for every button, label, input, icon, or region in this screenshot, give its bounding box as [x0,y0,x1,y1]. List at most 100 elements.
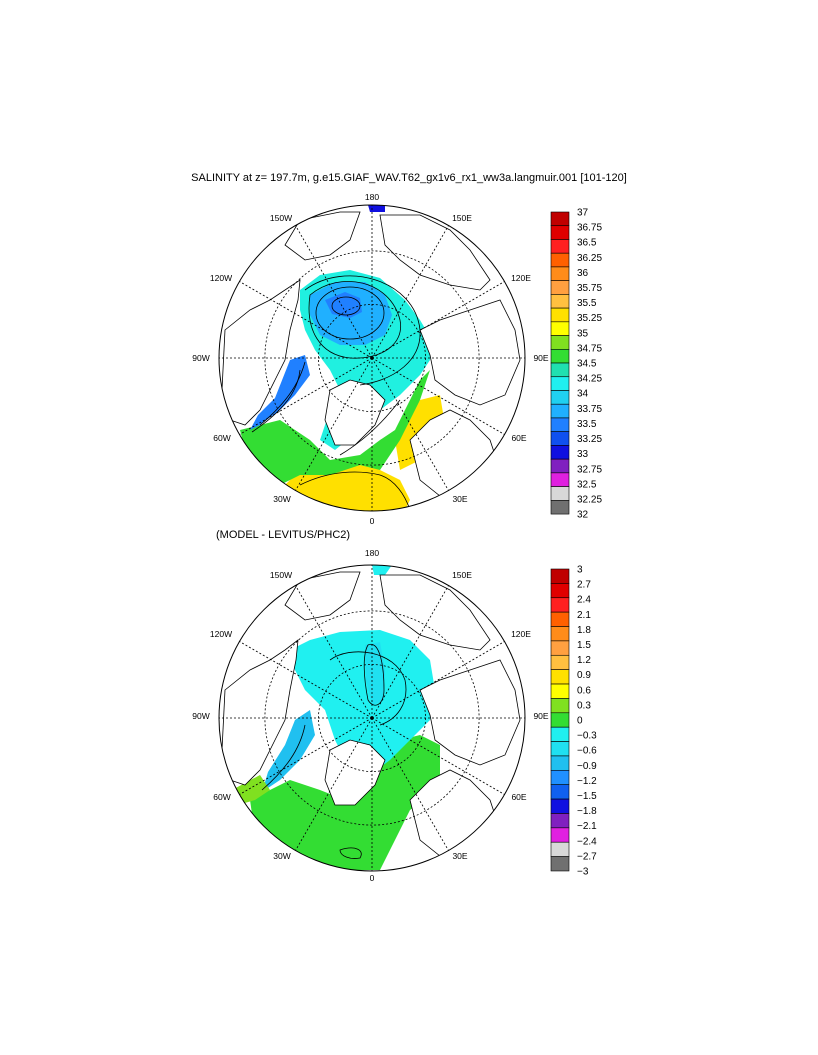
colorbar-top-swatch [550,307,570,323]
colorbar-bottom-tick-label: 1.5 [577,640,591,651]
lon-label-90e-bottom: 90E [533,711,548,721]
colorbar-bottom-swatch [550,770,570,786]
colorbar-top-swatch [550,294,570,309]
colorbar-bottom-tick-label: 0.6 [577,685,591,696]
colorbar-top-tick-label: 34 [577,389,589,400]
lon-label-120e: 120E [511,273,531,283]
colorbar-top-tick-label: 32.25 [577,494,602,505]
meridian-line [371,717,505,795]
lon-label-60e: 60E [511,433,526,443]
meridian-line [371,717,449,851]
colorbar-top-tick-label: 33.5 [577,419,597,430]
lon-label-120e-bottom: 120E [511,629,531,639]
meridian-line [295,585,373,719]
colorbar-top-swatch [550,403,570,419]
colorbar-bottom-tick-label: 1.8 [577,625,591,636]
lon-label-0: 0 [370,516,375,526]
colorbar-bottom-swatch [550,813,570,829]
colorbar-top-tick-label: 33.25 [577,434,602,445]
meridian-line [295,717,373,851]
colorbar-bottom-swatch [550,741,570,757]
colorbar-top-tick-label: 35.75 [577,283,602,294]
colorbar-top-swatch [550,486,570,501]
meridian-line [371,357,505,435]
colorbar-bottom-swatch [550,698,570,714]
colorbar-bottom-swatch [550,755,570,771]
colorbar-bottom-tick-label: −1.8 [577,806,597,817]
colorbar-bottom-swatch [550,611,570,627]
meridian-line [295,225,373,359]
colorbar-bottom-swatch [550,683,570,699]
difference-contours [261,643,407,859]
colorbar-bottom-tick-label: 3 [577,565,583,576]
graticule [219,205,525,511]
salinity-contours [251,275,421,511]
figure-title: SALINITY at z= 197.7m, g.e15.GIAF_WAV.T6… [191,172,627,184]
lon-label-90w-bottom: 90W [192,711,209,721]
colorbar-bottom-tick-label: 0.9 [577,670,591,681]
meridian-line [239,281,373,359]
latitude-circle [318,304,426,412]
colorbar-top-swatch [550,252,570,268]
colorbar-top-tick-label: 32 [577,510,589,521]
colorbar-top-swatch [550,417,570,432]
colorbar-top-swatch [550,335,570,350]
colorbar-bottom-tick-label: −3 [577,866,589,877]
colorbar-top-tick-label: 37 [577,208,589,219]
colorbar-bottom-swatch [550,597,570,613]
colorbar-bottom-swatch [550,568,570,584]
colorbar-top-tick-label: 32.5 [577,479,597,490]
colorbar-bottom-tick-label: 2.7 [577,580,591,591]
lon-label-30w: 30W [273,494,290,504]
lon-label-120w: 120W [210,273,232,283]
colorbar-top-tick-label: 35.5 [577,298,597,309]
latitude-circle [264,610,480,826]
colorbar-bottom-tick-label: −2.1 [577,821,597,832]
colorbar-top-swatch [550,266,570,281]
colorbar-top-swatch [550,431,570,446]
lon-label-30e-bottom: 30E [452,851,467,861]
latitude-circle [318,664,426,772]
colorbar-top-swatch [550,225,570,240]
colorbar-bottom-tick-label: 0 [577,715,583,726]
lon-label-90w: 90W [192,353,209,363]
colorbar-top-swatch [550,458,570,474]
colorbar-bottom-swatch [550,798,570,814]
colorbar-top-swatch [550,239,570,254]
map-border-bottom [218,564,526,872]
colorbar-top-tick-label: 36.25 [577,253,602,264]
colorbar-bottom-tick-label: 1.2 [577,655,591,666]
colorbar-top-swatch [550,500,570,515]
lon-label-30w-bottom: 30W [273,851,290,861]
lon-label-180: 180 [365,192,379,202]
graticule-bottom [219,565,525,871]
colorbar-top-tick-label: 36.5 [577,238,597,249]
colorbar-top-swatch [550,472,570,487]
colorbar-bottom-swatch [550,640,570,656]
colorbar-difference: 3 2.7 2.4 2.1 1.8 1.5 1.2 0.9 0.6 0.3 0 −0.3 −0.6 −0.… [550,565,597,877]
colorbar-top-swatch [550,321,570,336]
lon-label-90e: 90E [533,353,548,363]
colorbar-bottom-tick-label: 0.3 [577,700,591,711]
lon-label-120w-bottom: 120W [210,629,232,639]
lon-label-0-bottom: 0 [370,873,375,883]
latitude-circle [264,250,480,466]
colorbar-bottom-tick-label: −0.6 [577,746,597,757]
colorbar-bottom-swatch [550,856,570,872]
colorbar-bottom-swatch [550,784,570,800]
colorbar-top-tick-label: 34.25 [577,374,602,385]
lon-label-30e: 30E [452,494,467,504]
colorbar-bottom-tick-label: −2.4 [577,836,597,847]
colorbar-bottom-swatch [550,626,570,642]
panel-subtitle: (MODEL - LEVITUS/PHC2) [216,529,351,541]
colorbar-bottom-swatch [550,841,570,857]
colorbar-top-swatch [550,280,570,295]
colorbar-bottom-swatch [550,669,570,685]
colorbar-bottom-tick-label: −1.5 [577,791,597,802]
meridian-line [239,717,373,795]
meridian-line [239,357,373,435]
lon-label-60e-bottom: 60E [511,792,526,802]
meridian-line [295,357,373,491]
colorbar-top-tick-label: 34.5 [577,359,597,370]
